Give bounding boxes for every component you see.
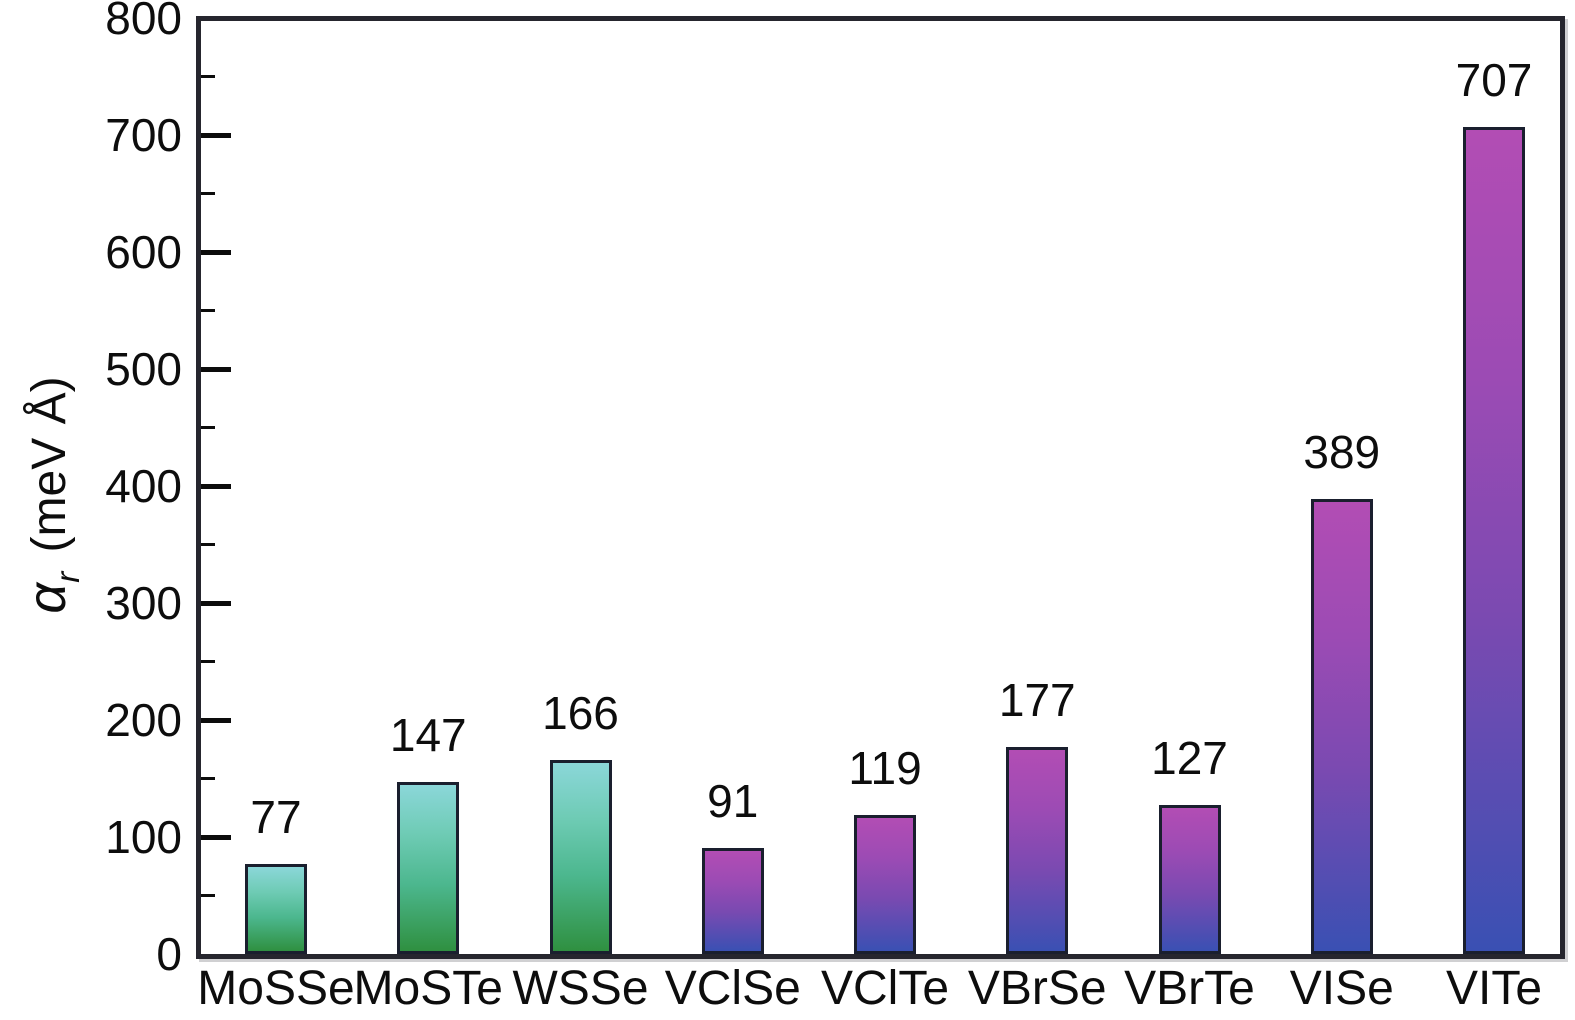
bar-value-label: 91 [707,774,759,827]
bar-VClSe [701,847,764,954]
x-category-label: MoSSe [197,962,355,1015]
y-minor-tick [201,192,215,195]
x-category-label: VBrTe [1124,962,1255,1015]
y-major-tick [201,483,231,489]
bar-value-label: 77 [250,790,302,843]
bar-VBrTe [1158,805,1221,954]
y-tick-label: 300 [105,577,182,629]
y-minor-tick [201,660,215,663]
y-tick-label: 0 [156,928,182,980]
bar-MoSTe [397,782,460,954]
y-major-tick [201,249,231,255]
y-minor-tick [201,75,215,78]
y-major-tick [201,717,231,723]
y-major-tick [201,132,231,138]
x-category-label: VISe [1289,962,1394,1015]
y-tick-label: 700 [105,109,182,161]
bar-value-label: 166 [542,686,619,739]
y-minor-tick [201,894,215,897]
x-category-label: VBrSe [967,962,1107,1015]
bar-value-label: 147 [389,709,467,761]
bar-VClTe [854,814,916,954]
x-category-label: MoSTe [353,962,503,1015]
y-minor-tick [201,309,215,312]
y-major-tick [201,600,231,606]
y-major-tick [201,366,231,372]
bar-value-label: 119 [848,741,922,794]
y-tick-label: 500 [105,343,182,395]
bar-WSSe [549,759,612,954]
bar-VISe [1310,498,1373,954]
x-category-label: WSSe [512,962,649,1015]
x-category-label: VITe [1445,962,1543,1015]
y-tick-label: 600 [105,226,182,278]
y-tick-label: 100 [105,811,182,863]
y-tick-label: 200 [105,694,182,746]
y-minor-tick [201,426,215,429]
x-category-label: VClSe [664,962,801,1015]
y-tick-label: 400 [105,460,182,512]
y-minor-tick [201,543,215,546]
y-major-tick [201,834,231,840]
bar-value-label: 389 [1303,425,1381,478]
bar-value-label: 177 [998,673,1076,726]
x-category-label: VClTe [820,962,950,1015]
bar-value-label: 127 [1151,732,1228,785]
bar-value-label: 707 [1455,53,1533,106]
bar-MoSSe [245,863,307,954]
bar-VBrSe [1006,746,1069,954]
y-tick-label: 800 [105,0,182,44]
y-minor-tick [201,777,215,780]
bar-VITe [1463,126,1525,954]
